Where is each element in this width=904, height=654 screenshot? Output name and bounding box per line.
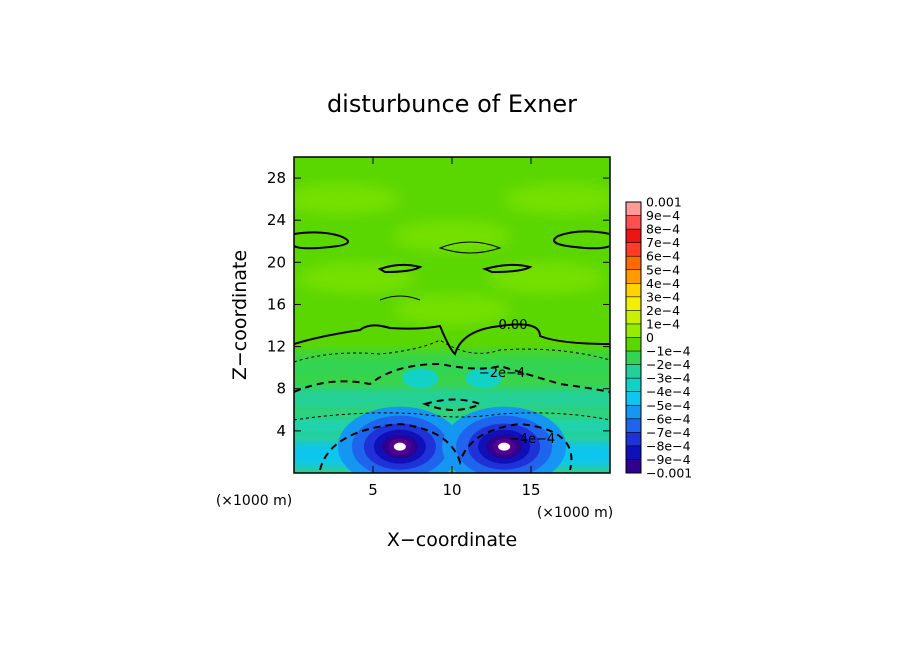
x-unit-label: (×1000 m) [537, 505, 613, 521]
colorbar-label: −2e−4 [646, 357, 691, 372]
colorbar-swatch [626, 337, 641, 352]
colorbar-label: 0.001 [646, 195, 682, 210]
field-bands [294, 183, 610, 473]
colorbar-label: 9e−4 [646, 208, 680, 223]
x-tick-label: 15 [521, 481, 540, 499]
colorbar-swatch [626, 269, 641, 284]
x-axis-label: X−coordinate [387, 529, 517, 551]
contour-neg-2e-4 [421, 398, 483, 411]
colorbar-label: −5e−4 [646, 398, 691, 413]
y-axis: 4 8 12 16 20 24 28 [267, 169, 610, 440]
colorbar-label: 7e−4 [646, 235, 680, 250]
colorbar-label: 2e−4 [646, 303, 680, 318]
y-unit-label: (×1000 m) [216, 493, 292, 509]
colorbar-swatch [626, 405, 641, 420]
colorbar-swatch [626, 310, 641, 325]
colorbar-swatch [626, 229, 641, 244]
y-axis-label: Z−coordinate [229, 250, 251, 380]
contour-label: 0.00 [499, 318, 528, 333]
colorbar-swatch [626, 378, 641, 393]
colorbar-label: 3e−4 [646, 289, 680, 304]
x-axis: 5 10 15 [368, 157, 541, 499]
contour-label: −2e−4 [479, 366, 525, 381]
colorbar-label: 6e−4 [646, 249, 680, 264]
colorbar-label: −8e−4 [646, 438, 691, 453]
field-blob [392, 293, 512, 326]
colorbar-swatch [626, 459, 641, 474]
colorbar-label: 5e−4 [646, 262, 680, 277]
contour-zero [377, 263, 423, 274]
contour-neg-2e-4 [294, 362, 610, 393]
x-tick-label: 5 [368, 481, 378, 499]
colorbar-swatch [626, 432, 641, 447]
y-tick-label: 28 [267, 169, 286, 187]
colorbar-label: −9e−4 [646, 452, 691, 467]
y-tick-label: 4 [276, 422, 286, 440]
colorbar-swatch [626, 323, 641, 338]
colorbar-swatch [626, 283, 641, 298]
colorbar-label: 8e−4 [646, 222, 680, 237]
contour-pos [379, 295, 421, 301]
colorbar: 0.0019e−48e−47e−46e−45e−44e−43e−42e−41e−… [625, 195, 692, 481]
field-blob [392, 220, 512, 252]
contour-label: −4e−4 [509, 432, 555, 447]
contour-lines [294, 230, 610, 471]
colorbar-label: −7e−4 [646, 425, 691, 440]
contour-labels: 0.00 −2e−4 −4e−4 [479, 318, 555, 447]
colorbar-swatch [626, 202, 641, 217]
colorbar-swatch [626, 215, 641, 230]
contour-zero [294, 231, 349, 250]
contour-neg-3e-4 [294, 412, 610, 421]
colorbar-swatch [626, 242, 641, 257]
y-tick-label: 20 [267, 253, 286, 271]
contour-zero [553, 230, 610, 250]
field-blob [486, 262, 607, 295]
y-tick-label: 16 [267, 295, 286, 313]
colorbar-swatch [626, 364, 641, 379]
colorbar-swatch [626, 296, 641, 311]
contour-neg-1e-4 [294, 339, 610, 363]
contour-neg-4e-4 [319, 422, 573, 471]
colorbar-swatch [626, 418, 641, 433]
colorbar-swatch [626, 256, 641, 271]
field-blob [402, 368, 439, 389]
chart-title: disturbunce of Exner [327, 90, 577, 118]
colorbar-swatch [626, 351, 641, 366]
colorbar-label: 4e−4 [646, 276, 680, 291]
colorbar-swatch [626, 391, 641, 406]
minimum-core [498, 442, 511, 451]
colorbar-label: 0 [646, 330, 654, 345]
field-blob [502, 183, 610, 216]
y-tick-label: 12 [267, 338, 286, 356]
field-blob [297, 262, 418, 295]
colorbar-label: −1e−4 [646, 344, 691, 359]
y-tick-label: 24 [267, 211, 286, 229]
colorbar-label: −0.001 [646, 466, 692, 481]
colorbar-label: −6e−4 [646, 411, 691, 426]
colorbar-label: 1e−4 [646, 316, 680, 331]
colorbar-label: −3e−4 [646, 371, 691, 386]
field-blob [465, 368, 502, 389]
plot-area [294, 157, 610, 473]
colorbar-swatch [626, 445, 641, 460]
field-blob [294, 183, 402, 216]
colorbar-label: −4e−4 [646, 384, 691, 399]
contour-zero [481, 263, 533, 274]
minimum-core [393, 442, 406, 451]
field-band [294, 351, 610, 384]
contour-pos [438, 241, 502, 254]
x-tick-label: 10 [442, 481, 461, 499]
y-tick-label: 8 [276, 380, 286, 398]
